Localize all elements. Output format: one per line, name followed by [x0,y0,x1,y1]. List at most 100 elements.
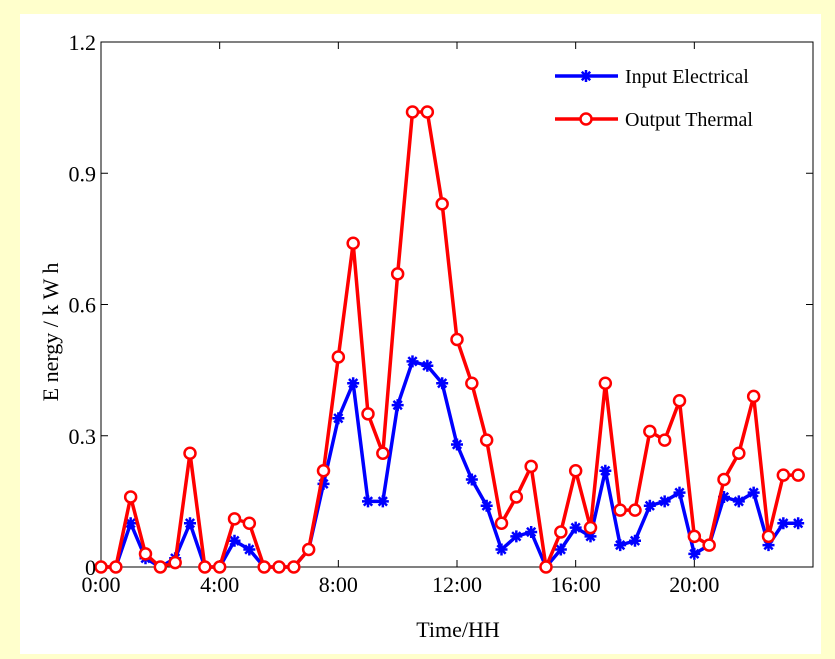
line-chart: Time/HH E nergy / k W h 0:00 4:00 8:00 12:0… [38,30,814,642]
legend-marker [579,112,593,126]
y-tick-label: 0.3 [69,424,97,449]
data-point [658,495,671,508]
data-point [390,267,405,281]
asterisk-stroke [580,70,592,82]
asterisk-stroke [244,544,255,555]
data-point [791,468,805,482]
data-point [346,236,360,250]
asterisk-stroke [348,378,359,389]
data-point [228,534,241,547]
data-point [391,399,404,412]
data-point [212,560,227,574]
data-point [198,560,212,574]
data-point [554,543,567,556]
data-point [465,376,479,390]
asterisk-stroke [526,526,537,538]
legend-marker [580,70,592,82]
data-point [123,490,138,504]
data-point [227,512,242,526]
asterisk-stroke [778,518,789,529]
data-point [301,542,316,557]
data-point [94,560,108,574]
data-point [480,499,493,512]
data-point [614,539,627,552]
legend-label: Output Thermal [625,109,753,131]
x-tick-label: 12:00 [432,572,482,597]
asterisk-stroke [615,540,626,551]
data-point [672,394,687,408]
asterisk-stroke [392,400,403,411]
data-point [436,377,449,390]
asterisk-stroke [229,535,240,546]
data-point [525,526,538,538]
data-point [688,547,701,560]
data-point [643,424,657,439]
data-point [613,503,627,517]
data-point [732,446,746,460]
data-point [777,517,790,530]
x-tick-label: 16:00 [551,572,601,597]
chart-frame: Time/HH E nergy / k W h 0:00 4:00 8:00 12:0… [20,14,821,654]
data-point [583,520,598,535]
asterisk-stroke [466,474,477,485]
data-point [702,538,716,552]
data-point [717,472,731,487]
data-point [687,529,702,544]
data-point [421,359,434,372]
data-point [628,503,642,517]
data-point [510,530,523,543]
asterisk-stroke [125,518,136,529]
asterisk-stroke [689,548,700,559]
data-point [272,560,286,574]
data-point [450,332,464,347]
asterisk-stroke [793,518,804,529]
data-point [405,105,420,119]
data-point [243,543,256,556]
data-point [746,389,761,404]
data-point [465,473,478,486]
data-point [242,516,257,530]
x-axis-label: Time/HH [416,617,500,642]
data-point [673,486,686,499]
asterisk-stroke [451,439,463,450]
asterisk-stroke [644,500,655,511]
data-point [138,547,153,561]
data-point [168,555,182,570]
asterisk-stroke [437,378,448,389]
data-point [747,486,760,499]
y-axis-label: E nergy / k W h [38,263,63,402]
data-point [568,464,583,478]
x-tick-label: 4:00 [200,572,239,597]
plot-area [94,41,814,574]
asterisk-stroke [659,496,670,507]
x-tick-label: 0:00 [81,572,120,597]
data-point [495,543,508,556]
data-point [732,495,745,508]
asterisk-stroke [570,522,581,533]
data-point [406,355,419,368]
asterisk-stroke [600,465,611,476]
data-point [599,464,612,477]
data-point [435,197,449,211]
asterisk-stroke [407,356,418,367]
data-point [376,495,389,508]
data-point [539,560,553,574]
y-tick-label: 0 [85,555,96,580]
data-point [332,412,345,425]
data-point [109,560,123,574]
data-point [792,517,805,530]
data-point [776,468,791,482]
data-point [629,534,641,547]
series-output-thermal [94,105,805,574]
data-point [316,464,331,478]
data-point [598,376,613,390]
data-point [153,560,168,574]
data-point [524,459,538,474]
x-tick-label: 8:00 [319,572,358,597]
asterisk-stroke [377,496,388,507]
data-point [643,499,656,512]
data-point [420,105,435,119]
x-tick-label: 20:00 [669,572,719,597]
data-point [509,490,524,504]
data-point [331,350,346,364]
